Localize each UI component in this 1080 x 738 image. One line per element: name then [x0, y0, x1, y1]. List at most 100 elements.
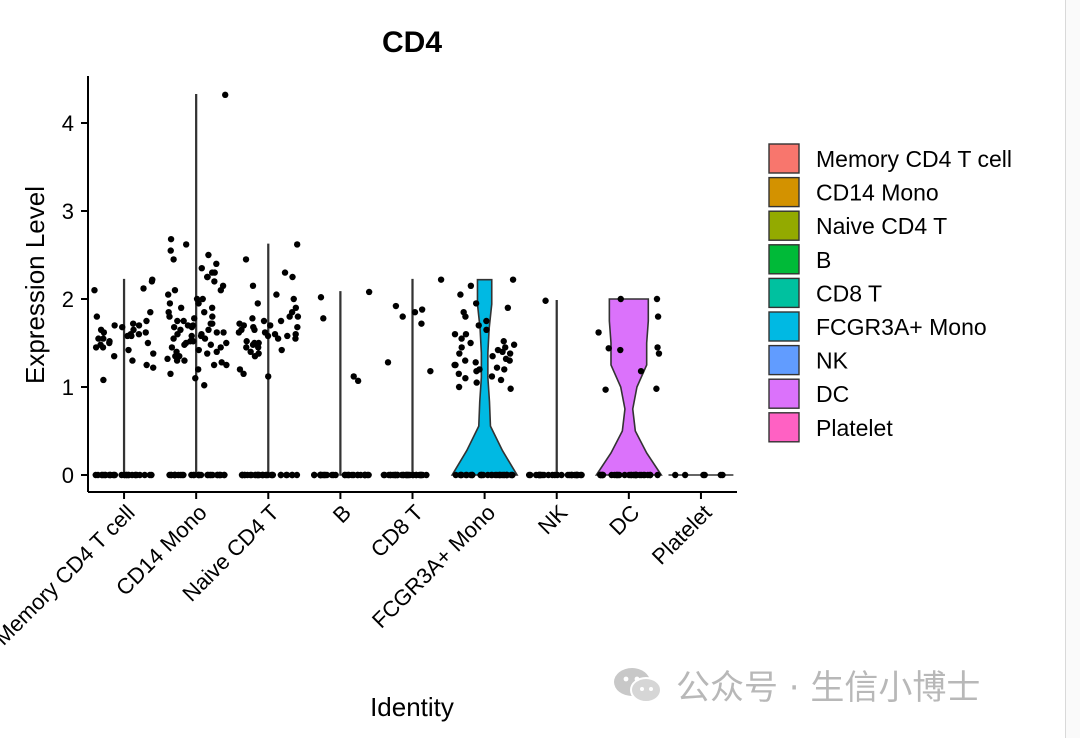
- legend-swatch: [768, 412, 800, 443]
- data-point-zero: [413, 471, 420, 479]
- data-point: [320, 315, 327, 322]
- data-point-zero: [148, 471, 155, 479]
- data-point: [617, 346, 624, 354]
- data-point: [510, 341, 518, 348]
- data-point-zero: [597, 471, 605, 479]
- data-point-zero: [385, 471, 392, 479]
- legend-swatch: [768, 244, 800, 275]
- data-point: [653, 295, 661, 303]
- data-point: [427, 367, 434, 375]
- x-tick-label: NK: [533, 500, 573, 540]
- legend-label: Naive CD4 T: [816, 213, 947, 239]
- data-point: [110, 353, 118, 360]
- data-point: [255, 344, 262, 351]
- data-point: [209, 313, 216, 320]
- data-point: [249, 315, 256, 322]
- x-axis-label: Identity: [370, 692, 454, 722]
- data-point-zero: [318, 471, 326, 479]
- data-point: [542, 297, 549, 304]
- data-point: [217, 287, 225, 294]
- y-tick-label: 2: [62, 287, 74, 312]
- data-point-zero: [345, 471, 353, 479]
- x-tick-label: B: [328, 500, 356, 528]
- data-point: [653, 385, 660, 392]
- y-tick-label: 0: [62, 463, 74, 488]
- data-point: [220, 329, 227, 336]
- data-point-zero: [654, 471, 661, 479]
- data-point: [317, 294, 325, 301]
- violin-1: [195, 94, 198, 476]
- data-point-zero: [269, 471, 277, 479]
- data-point-zero: [107, 471, 114, 479]
- data-point: [488, 373, 496, 380]
- data-point: [243, 344, 250, 351]
- data-point: [188, 332, 195, 340]
- data-point: [143, 317, 150, 325]
- data-point: [140, 285, 147, 292]
- data-point: [475, 322, 482, 329]
- data-point: [106, 339, 113, 347]
- data-point: [483, 326, 490, 333]
- data-point: [171, 287, 179, 294]
- data-point: [504, 304, 512, 311]
- y-tick-label: 4: [62, 111, 74, 136]
- data-point: [264, 332, 272, 340]
- data-point-zero: [102, 471, 109, 479]
- data-point: [595, 329, 602, 336]
- data-point-zero: [540, 471, 548, 479]
- data-point: [507, 385, 514, 392]
- data-point-zero: [614, 471, 622, 479]
- legend-label: NK: [816, 348, 849, 374]
- data-point: [437, 276, 445, 283]
- data-point-zero: [221, 471, 228, 479]
- data-point-zero: [462, 471, 470, 479]
- data-point-zero: [190, 471, 197, 479]
- data-point-zero: [507, 471, 515, 479]
- data-point-zero: [525, 471, 533, 479]
- data-point: [411, 309, 419, 316]
- data-point: [111, 322, 118, 329]
- legend-label: CD8 T: [816, 280, 882, 306]
- data-point: [192, 375, 199, 382]
- data-point: [500, 338, 507, 345]
- data-point: [509, 276, 517, 283]
- data-point: [250, 323, 257, 331]
- data-point: [501, 366, 508, 373]
- data-point: [144, 339, 152, 347]
- data-point-zero: [392, 471, 399, 479]
- data-point: [150, 364, 157, 371]
- data-point: [164, 355, 171, 363]
- data-point-zero: [241, 471, 248, 479]
- data-point: [458, 335, 465, 342]
- data-point: [472, 359, 479, 366]
- data-point: [473, 379, 480, 386]
- data-point: [167, 247, 174, 254]
- data-point: [201, 309, 208, 316]
- data-point: [654, 313, 662, 320]
- data-point: [125, 346, 132, 354]
- data-point: [170, 323, 178, 331]
- data-point: [294, 313, 302, 320]
- data-point-zero: [558, 471, 565, 479]
- data-point: [184, 322, 192, 329]
- x-tick-label: FCGR3A+ Mono: [367, 500, 500, 633]
- data-point: [143, 361, 150, 369]
- data-point: [472, 300, 480, 307]
- data-point: [242, 256, 250, 263]
- data-point: [129, 357, 136, 364]
- data-point-zero: [398, 471, 405, 479]
- data-point-zero: [311, 471, 318, 479]
- data-point: [205, 251, 212, 259]
- data-point: [247, 348, 254, 355]
- data-point: [147, 309, 154, 316]
- data-point: [180, 317, 187, 325]
- data-point: [292, 304, 300, 311]
- data-point: [284, 332, 291, 340]
- data-point-zero: [293, 471, 301, 479]
- data-point-zero: [141, 471, 148, 479]
- wechat-icon: [614, 667, 662, 703]
- legend-label: CD14 Mono: [816, 180, 939, 206]
- legend-swatch: [768, 344, 800, 376]
- data-point: [127, 331, 134, 338]
- data-point: [462, 375, 469, 382]
